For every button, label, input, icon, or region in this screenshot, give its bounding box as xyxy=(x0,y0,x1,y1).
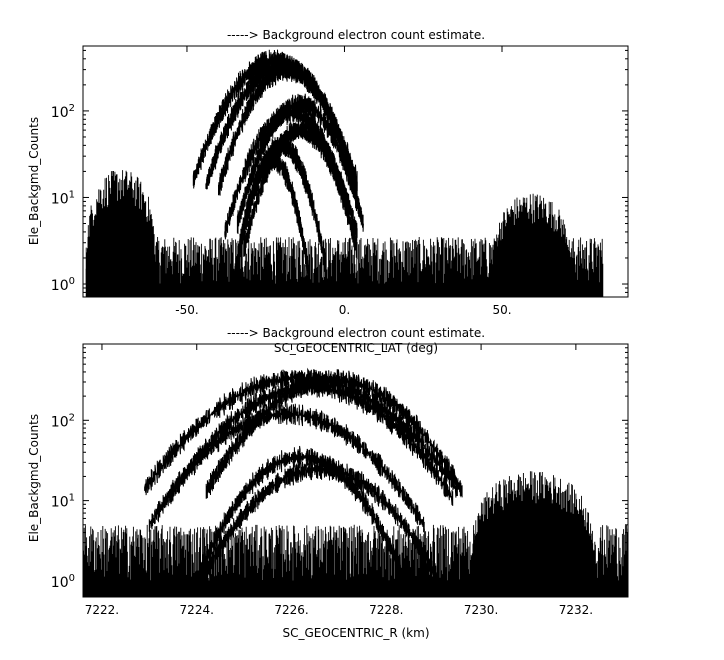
panel-top-title: -----> Background electron count estimat… xyxy=(227,28,485,42)
x-tick-label: 7228. xyxy=(369,603,403,617)
panel-bottom-y-axis-label: Ele_Backgmd_Counts xyxy=(27,414,41,542)
series-line xyxy=(201,457,439,582)
series-line xyxy=(201,445,401,577)
panel-bottom-y-ticks: 100 101 102 xyxy=(51,347,628,594)
panel-top-y-ticks: 100 101 102 xyxy=(51,49,628,294)
x-tick-label: 7222. xyxy=(85,603,119,617)
panel-bottom-frame xyxy=(82,343,629,598)
y-tick-label: 102 xyxy=(51,103,75,121)
panel-top-plot-area xyxy=(85,49,604,297)
panel-top-x-ticks: -50. 0. 50. xyxy=(175,46,512,317)
x-tick-label: 7224. xyxy=(180,603,214,617)
series-line xyxy=(148,403,425,533)
series-line xyxy=(233,147,311,285)
series-line xyxy=(218,57,358,199)
panel-top-x-axis-label: SC_GEOCENTRIC_LAT (deg) xyxy=(274,341,438,355)
series-line xyxy=(167,376,454,507)
panel-top: -----> Background electron count estimat… xyxy=(27,28,629,355)
series-line xyxy=(224,101,358,242)
panel-bottom-x-ticks: 7222. 7224. 7226. 7228. 7230. 7232. xyxy=(85,344,593,617)
x-tick-label: 7232. xyxy=(559,603,593,617)
panel-bottom-plot-area xyxy=(83,367,628,597)
panel-bottom-x-axis-label: SC_GEOCENTRIC_R (km) xyxy=(283,626,430,640)
x-tick-label: 0. xyxy=(339,303,350,317)
y-tick-label: 101 xyxy=(51,493,75,511)
y-tick-label: 101 xyxy=(51,189,75,207)
x-tick-label: 7226. xyxy=(274,603,308,617)
x-tick-label: 50. xyxy=(492,303,511,317)
panel-top-y-axis-label: Ele_Backgmd_Counts xyxy=(27,117,41,245)
y-tick-label: 102 xyxy=(51,412,75,430)
x-tick-label: -50. xyxy=(175,303,198,317)
side-band xyxy=(471,471,596,581)
side-band xyxy=(85,170,156,284)
x-tick-label: 7230. xyxy=(464,603,498,617)
panel-bottom: -----> Background electron count estimat… xyxy=(27,326,629,640)
y-tick-label: 100 xyxy=(51,276,75,294)
panel-bottom-title: -----> Background electron count estimat… xyxy=(227,326,485,340)
y-tick-label: 100 xyxy=(51,573,75,591)
side-band xyxy=(492,193,572,284)
